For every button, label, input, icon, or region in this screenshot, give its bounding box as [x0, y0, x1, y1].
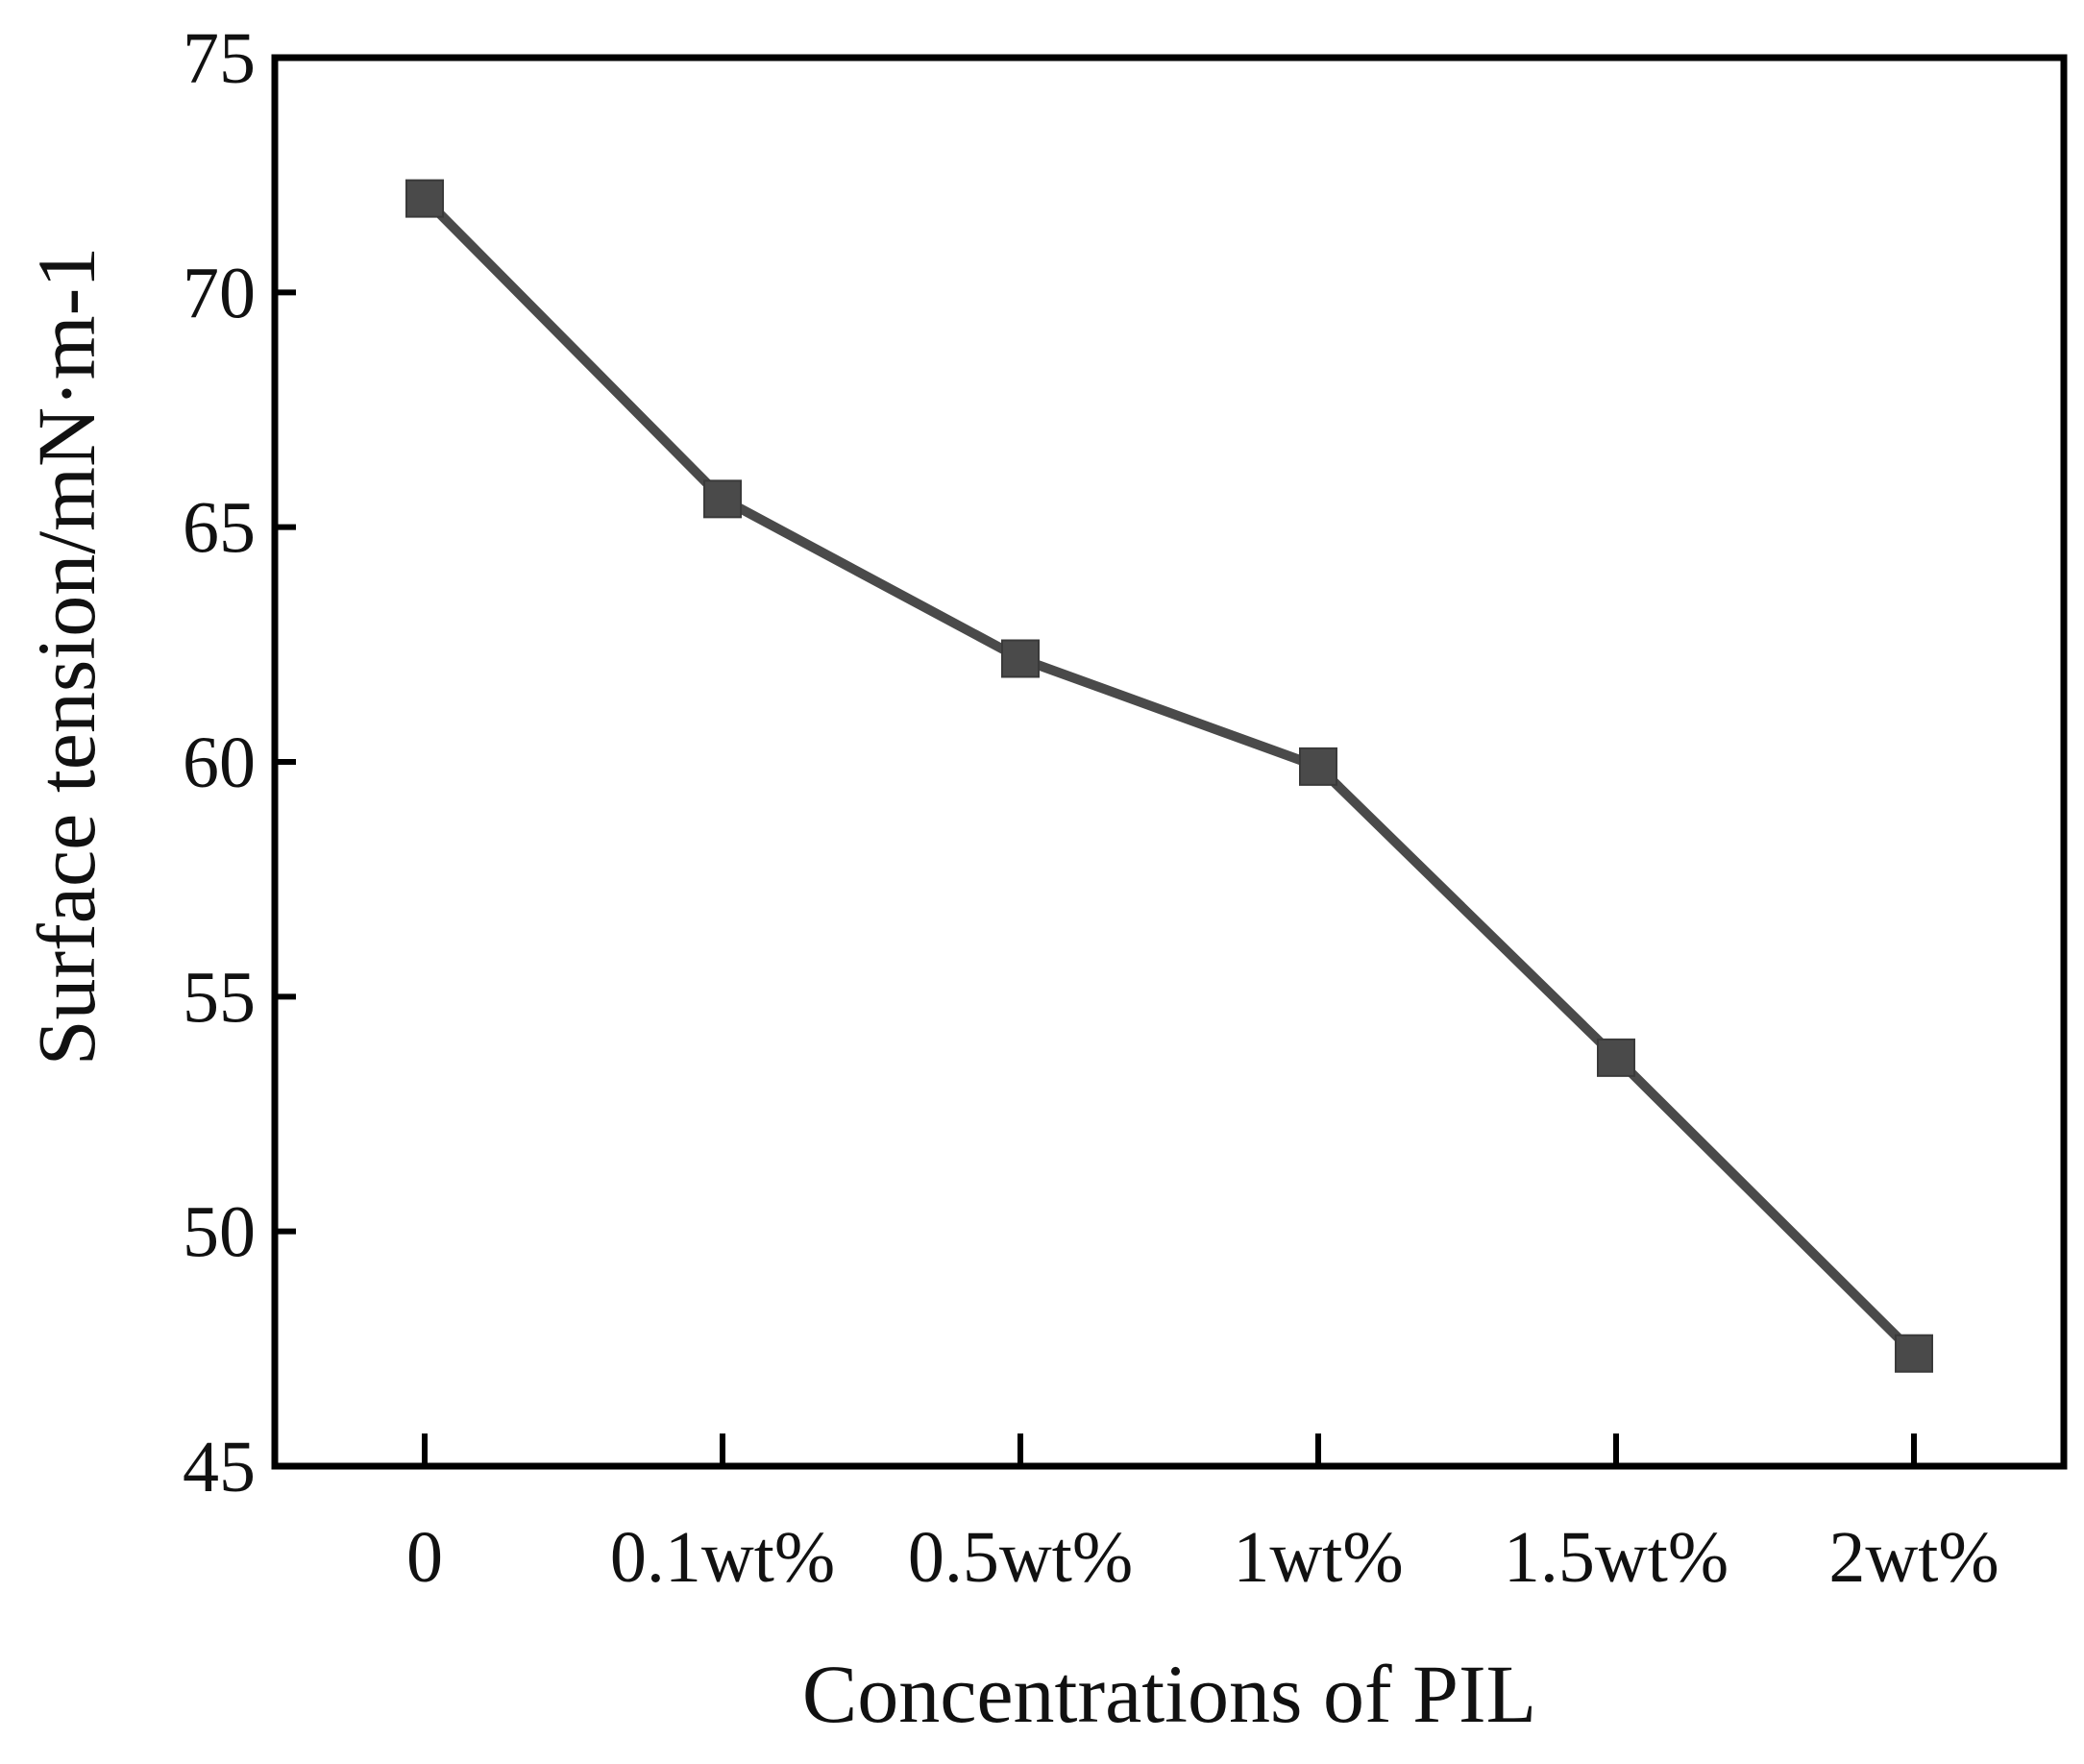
data-point	[703, 479, 742, 519]
y-tick-label: 65	[183, 488, 256, 569]
x-axis: 0 0.1wt% 0.5wt% 1wt% 1.5wt% 2wt%	[406, 1433, 1999, 1598]
y-tick-label: 55	[183, 957, 256, 1038]
x-tick-label: 2wt%	[1828, 1517, 1998, 1598]
x-tick-label: 1.5wt%	[1504, 1517, 1728, 1598]
x-tick-label: 0	[406, 1517, 443, 1598]
x-tick-label: 1wt%	[1233, 1517, 1403, 1598]
y-axis-title: Surface tension/mN·m-1	[20, 247, 112, 1066]
data-point	[1895, 1334, 1933, 1373]
data-point	[405, 179, 444, 218]
y-axis: 45 50 55 60 65 70 75	[183, 18, 296, 1507]
y-tick-label: 50	[183, 1192, 256, 1273]
y-tick-label: 75	[183, 18, 256, 99]
data-point	[1299, 747, 1337, 786]
series-layer	[405, 179, 1933, 1373]
series-line	[421, 195, 1918, 1358]
data-point	[1597, 1038, 1635, 1077]
x-axis-title: Concentrations of PIL	[802, 1648, 1536, 1740]
y-tick-label: 45	[183, 1427, 256, 1507]
data-point	[1001, 639, 1040, 678]
plot-frame	[271, 54, 2068, 1470]
y-tick-label: 70	[183, 253, 256, 333]
x-tick-label: 0.1wt%	[610, 1517, 835, 1598]
y-tick-label: 60	[183, 723, 256, 803]
x-tick-label: 0.5wt%	[908, 1517, 1133, 1598]
